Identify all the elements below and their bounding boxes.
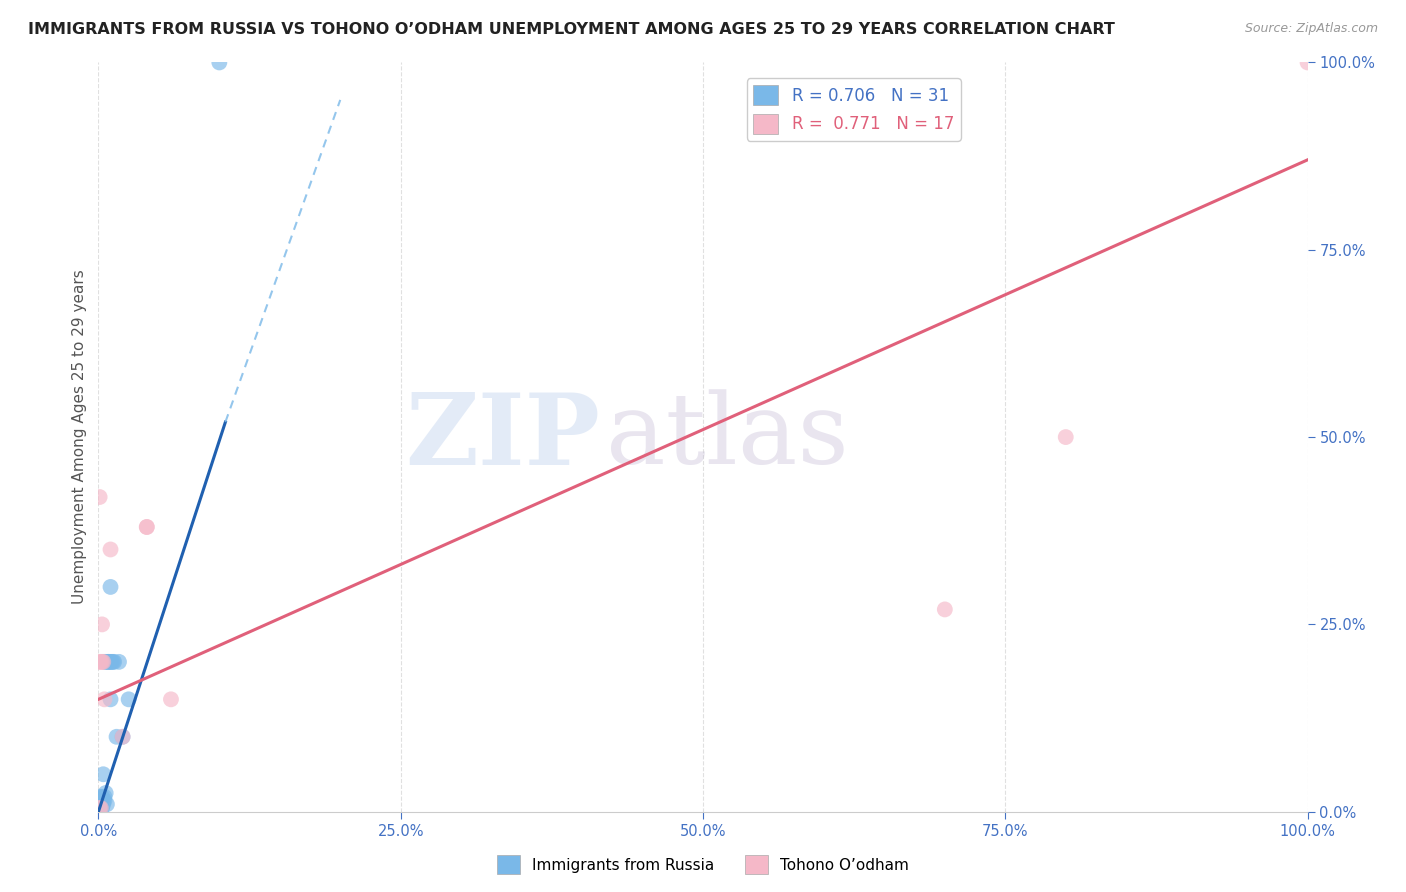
Point	[91, 655, 114, 669]
Legend: Immigrants from Russia, Tohono O’odham: Immigrants from Russia, Tohono O’odham	[491, 849, 915, 880]
Point	[97, 655, 120, 669]
Point	[118, 692, 141, 706]
Point	[90, 801, 112, 815]
Point	[93, 655, 115, 669]
Point	[100, 655, 122, 669]
Text: Source: ZipAtlas.com: Source: ZipAtlas.com	[1244, 22, 1378, 36]
Point	[93, 692, 115, 706]
Point	[91, 789, 114, 804]
Point	[105, 730, 128, 744]
Point	[91, 801, 114, 815]
Point	[89, 789, 111, 804]
Point	[100, 692, 122, 706]
Point	[91, 617, 114, 632]
Y-axis label: Unemployment Among Ages 25 to 29 years: Unemployment Among Ages 25 to 29 years	[72, 269, 87, 605]
Point	[89, 801, 111, 815]
Point	[111, 730, 134, 744]
Point	[89, 797, 111, 812]
Point	[89, 801, 111, 815]
Point	[90, 801, 112, 815]
Text: ZIP: ZIP	[405, 389, 600, 485]
Point	[94, 655, 117, 669]
Point	[89, 793, 111, 807]
Point	[91, 797, 114, 812]
Point	[93, 793, 115, 807]
Point	[108, 655, 131, 669]
Point	[111, 730, 134, 744]
Point	[100, 542, 122, 557]
Point	[208, 55, 231, 70]
Legend: R = 0.706   N = 31, R =  0.771   N = 17: R = 0.706 N = 31, R = 0.771 N = 17	[747, 78, 960, 141]
Point	[90, 793, 112, 807]
Point	[89, 490, 111, 504]
Point	[98, 655, 121, 669]
Point	[101, 655, 124, 669]
Point	[91, 767, 114, 781]
Point	[90, 797, 112, 812]
Point	[100, 580, 122, 594]
Point	[160, 692, 183, 706]
Point	[91, 655, 114, 669]
Point	[93, 789, 115, 804]
Point	[94, 786, 117, 800]
Point	[934, 602, 956, 616]
Text: atlas: atlas	[606, 389, 849, 485]
Point	[135, 520, 157, 534]
Point	[103, 655, 125, 669]
Point	[100, 655, 122, 669]
Point	[1054, 430, 1077, 444]
Point	[89, 655, 111, 669]
Point	[96, 797, 118, 812]
Point	[90, 655, 112, 669]
Point	[135, 520, 157, 534]
Point	[97, 655, 120, 669]
Point	[1296, 55, 1319, 70]
Text: IMMIGRANTS FROM RUSSIA VS TOHONO O’ODHAM UNEMPLOYMENT AMONG AGES 25 TO 29 YEARS : IMMIGRANTS FROM RUSSIA VS TOHONO O’ODHAM…	[28, 22, 1115, 37]
